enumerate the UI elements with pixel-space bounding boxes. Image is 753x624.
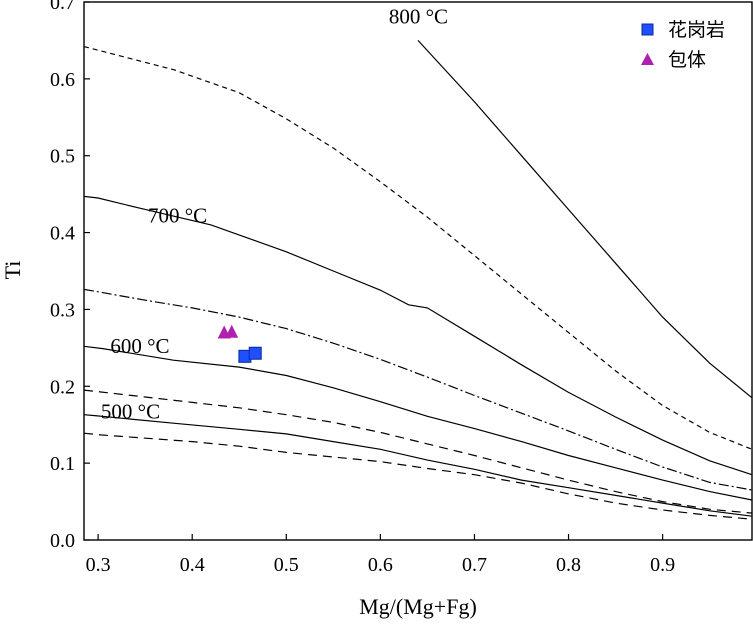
data-points: [217, 324, 262, 363]
legend-marker-inclusion: [641, 53, 654, 65]
isotherm-labels: 800 °C 700 °C 600 °C 500 °C: [101, 5, 448, 424]
isotherm-curve-5: [83, 389, 753, 514]
y-tick-label: 0.2: [50, 376, 75, 398]
isotherm-label: 600 °C: [110, 334, 169, 358]
y-axis-ticks: 0.0 0.1 0.2 0.3 0.4 0.5 0.6 0.7: [50, 0, 90, 552]
x-tick-label: 0.8: [556, 554, 581, 576]
legend-label-granite: 花岗岩: [668, 19, 725, 41]
isotherm-curve-0: [417, 39, 753, 399]
y-tick-label: 0.3: [50, 299, 75, 321]
x-tick-label: 0.9: [650, 554, 675, 576]
isotherm-curves: [83, 39, 753, 520]
data-point-granite: [248, 346, 262, 360]
x-tick-label: 0.5: [274, 554, 299, 576]
isotherm-curve-6: [83, 414, 753, 517]
legend-marker-granite: [641, 23, 654, 36]
legend: 花岗岩 包体: [641, 19, 725, 71]
x-tick-label: 0.7: [462, 554, 487, 576]
y-axis-title: Ti: [0, 261, 25, 280]
isotherm-curve-4: [83, 345, 753, 501]
x-tick-label: 0.3: [86, 554, 111, 576]
isotherm-curve-1: [83, 46, 753, 450]
isotherm-curve-2: [83, 195, 753, 476]
legend-label-inclusion: 包体: [668, 49, 706, 71]
isotherm-label: 500 °C: [101, 400, 160, 424]
y-tick-label: 0.1: [50, 453, 75, 475]
isotherm-curve-7: [83, 432, 753, 520]
isotherm-label: 800 °C: [389, 5, 448, 29]
data-point-inclusion: [225, 324, 239, 338]
y-tick-label: 0.7: [50, 0, 75, 14]
plot-frame: [83, 1, 753, 541]
y-tick-label: 0.4: [50, 223, 75, 245]
y-tick-label: 0.6: [50, 69, 75, 91]
y-tick-label: 0.5: [50, 146, 75, 168]
x-tick-label: 0.6: [368, 554, 393, 576]
isotherm-curve-3: [83, 288, 753, 491]
x-axis-ticks: 0.3 0.4 0.5 0.6 0.7 0.8 0.9: [86, 534, 675, 576]
x-axis-title: Mg/(Mg+Fg): [359, 594, 477, 619]
x-tick-label: 0.4: [180, 554, 205, 576]
y-tick-label: 0.0: [50, 530, 75, 552]
isotherm-label: 700 °C: [148, 204, 207, 228]
